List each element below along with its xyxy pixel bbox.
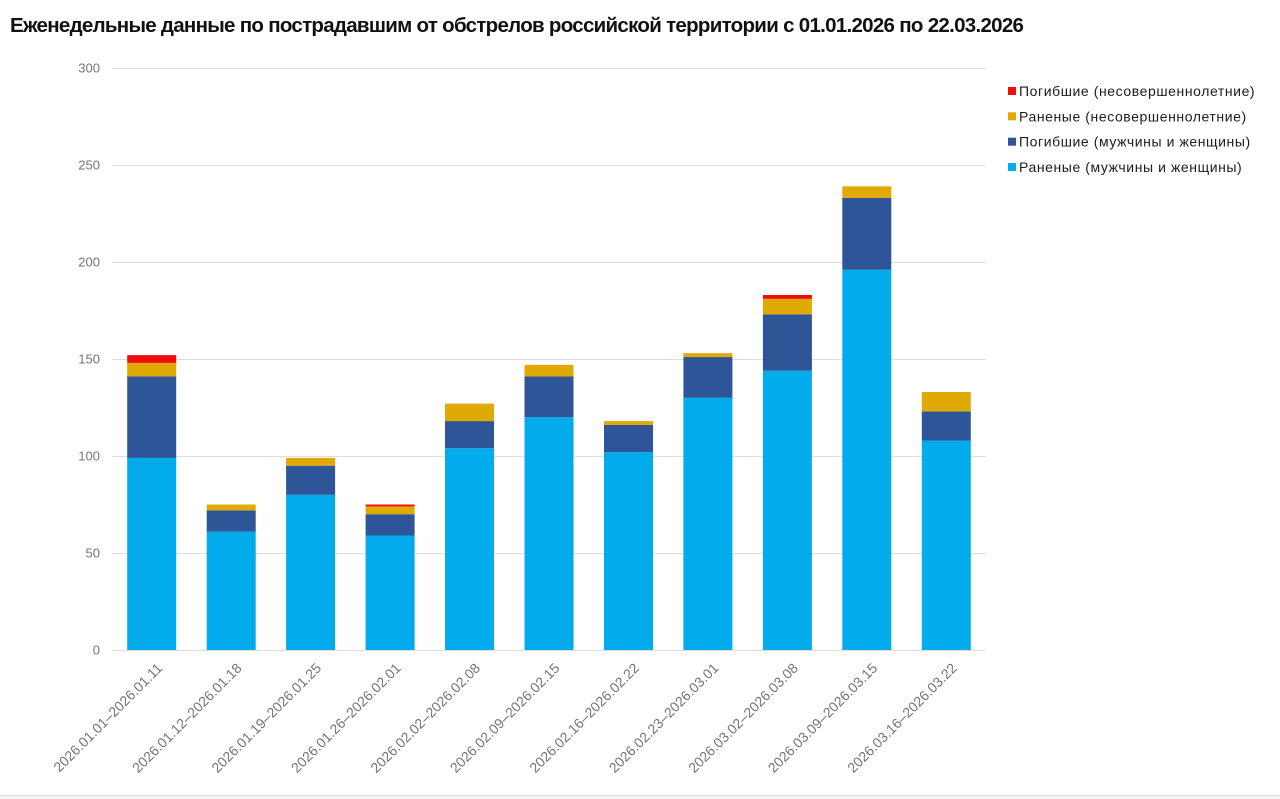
svg-text:50: 50 xyxy=(86,546,100,561)
svg-text:Погибшие (мужчины и женщины): Погибшие (мужчины и женщины) xyxy=(1019,134,1251,150)
svg-text:250: 250 xyxy=(78,158,100,173)
svg-text:150: 150 xyxy=(78,352,100,367)
svg-text:Еженедельные данные по пострад: Еженедельные данные по пострадавшим от о… xyxy=(10,14,1024,37)
svg-text:Погибшие (несовершеннолетние): Погибшие (несовершеннолетние) xyxy=(1019,83,1255,99)
svg-text:100: 100 xyxy=(78,449,100,464)
svg-text:300: 300 xyxy=(78,61,100,76)
svg-text:0: 0 xyxy=(93,643,100,658)
svg-text:Раненые (мужчины и женщины): Раненые (мужчины и женщины) xyxy=(1019,159,1242,175)
svg-text:Раненые (несовершеннолетние): Раненые (несовершеннолетние) xyxy=(1019,108,1247,124)
svg-text:200: 200 xyxy=(78,255,100,270)
